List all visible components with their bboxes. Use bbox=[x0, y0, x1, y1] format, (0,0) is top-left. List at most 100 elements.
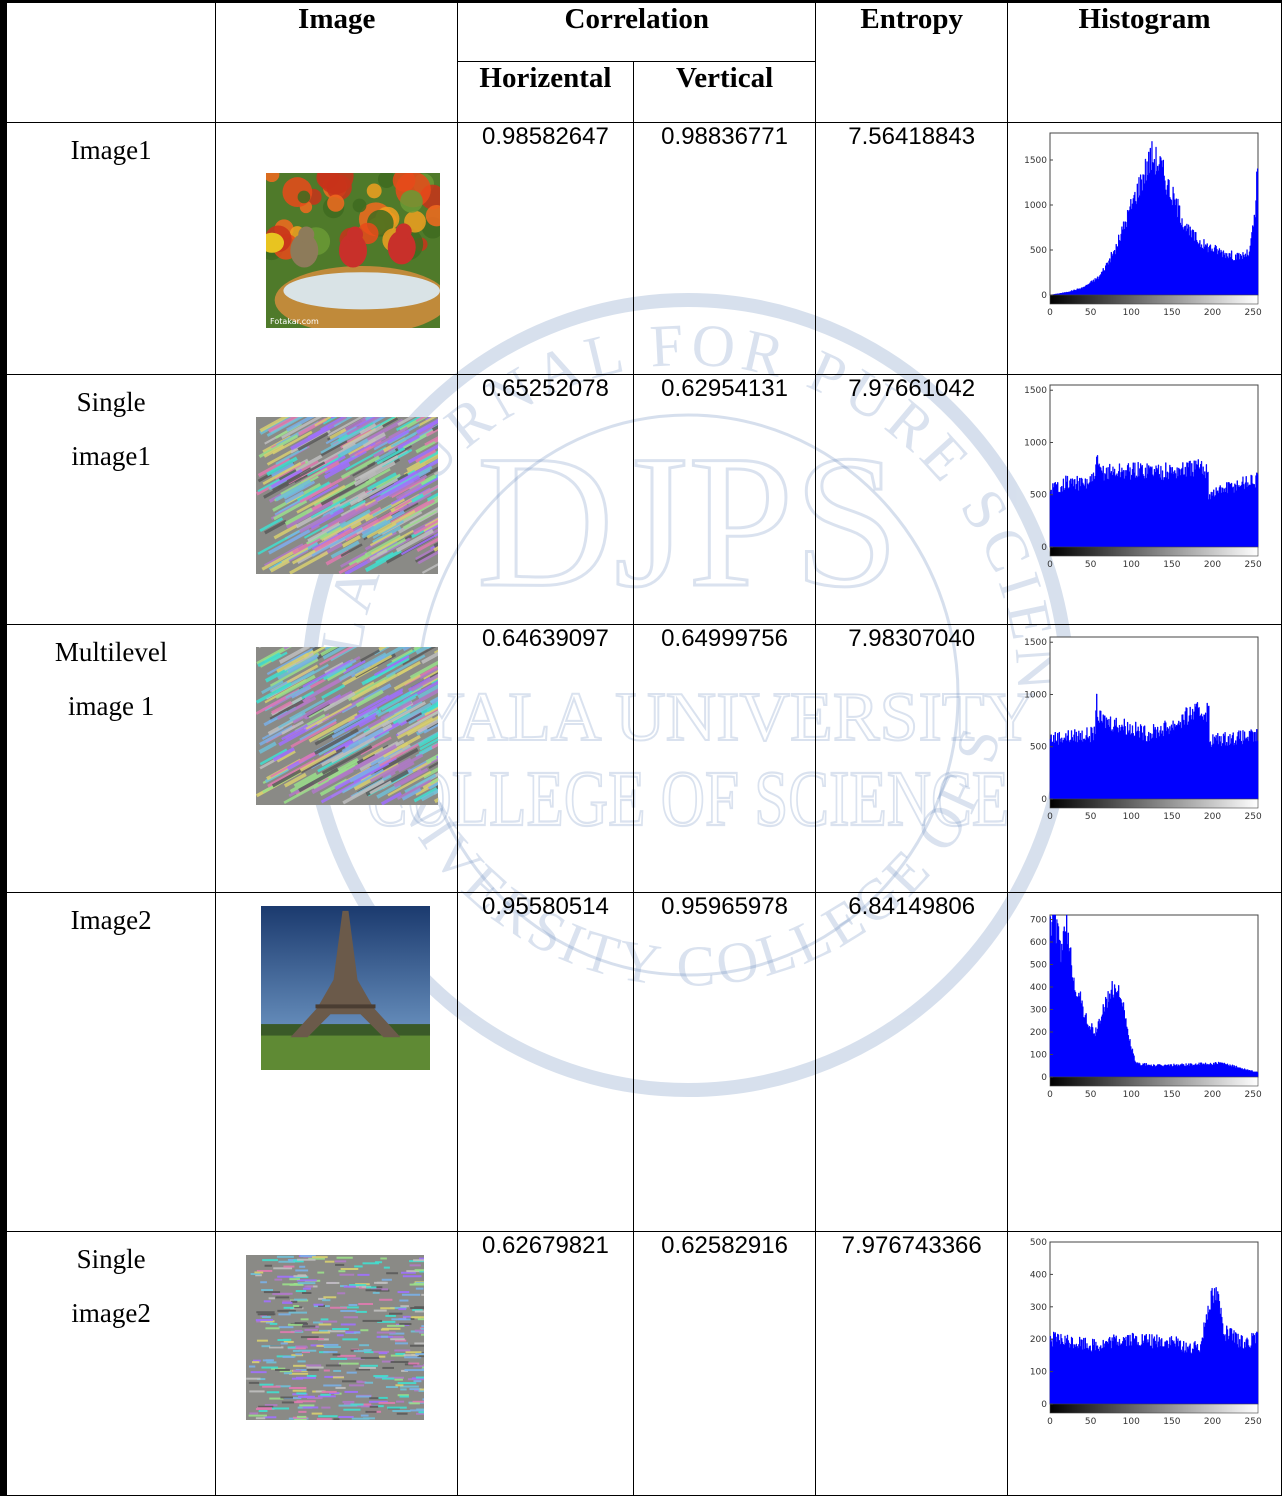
x-tick-label: 200 bbox=[1204, 308, 1221, 318]
y-tick-label: 300 bbox=[1030, 1006, 1047, 1016]
entropy-value: 6.84149806 bbox=[816, 893, 1008, 1232]
scrambled-image-thumbnail bbox=[256, 417, 438, 574]
y-tick-label: 0 bbox=[1041, 291, 1047, 301]
horizontal-correlation-value: 0.64639097 bbox=[458, 625, 634, 893]
thumbnail-cell bbox=[216, 1232, 458, 1496]
header-image: Image bbox=[216, 2, 458, 123]
vertical-correlation-value: 0.95965978 bbox=[633, 893, 816, 1232]
x-tick-label: 200 bbox=[1204, 812, 1221, 822]
row-label-line1: Image2 bbox=[7, 893, 215, 947]
row-label: Single image2 bbox=[4, 1232, 216, 1496]
row-label-line2: image1 bbox=[7, 429, 215, 483]
x-tick-label: 0 bbox=[1047, 812, 1053, 822]
y-tick-label: 700 bbox=[1030, 916, 1047, 926]
y-tick-label: 100 bbox=[1030, 1368, 1047, 1378]
x-tick-label: 200 bbox=[1204, 1417, 1221, 1427]
y-tick-label: 0 bbox=[1041, 1073, 1047, 1083]
x-tick-label: 200 bbox=[1204, 560, 1221, 570]
row-label-line1: Single bbox=[7, 375, 215, 429]
row-label: Image2 bbox=[4, 893, 216, 1232]
entropy-value: 7.97661042 bbox=[816, 375, 1008, 625]
eiffel-tower-photo-thumbnail bbox=[261, 906, 430, 1070]
row-label: Single image1 bbox=[4, 375, 216, 625]
x-tick-label: 100 bbox=[1123, 1417, 1140, 1427]
x-tick-label: 150 bbox=[1163, 1090, 1180, 1100]
y-tick-label: 600 bbox=[1030, 938, 1047, 948]
x-tick-label: 200 bbox=[1204, 1090, 1221, 1100]
row-label-line1: Multilevel bbox=[7, 625, 215, 679]
x-tick-label: 150 bbox=[1163, 560, 1180, 570]
row-label-line2: image2 bbox=[7, 1286, 215, 1340]
y-tick-label: 500 bbox=[1030, 1238, 1047, 1248]
horizontal-correlation-value: 0.62679821 bbox=[458, 1232, 634, 1496]
table-row: Single image2 0.62679821 0.62582916 7.97… bbox=[4, 1232, 1282, 1496]
y-tick-label: 200 bbox=[1030, 1335, 1047, 1345]
thumbnail-cell: Fotakar.com bbox=[216, 123, 458, 375]
entropy-value: 7.56418843 bbox=[816, 123, 1008, 375]
svg-text:Fotakar.com: Fotakar.com bbox=[270, 317, 319, 326]
vertical-correlation-value: 0.64999756 bbox=[633, 625, 816, 893]
y-tick-label: 200 bbox=[1030, 1028, 1047, 1038]
header-correlation: Correlation bbox=[458, 2, 816, 62]
y-tick-label: 1000 bbox=[1024, 438, 1047, 448]
header-blank bbox=[4, 2, 216, 123]
y-tick-label: 300 bbox=[1030, 1303, 1047, 1313]
scrambled-image-thumbnail bbox=[256, 647, 438, 805]
x-tick-label: 250 bbox=[1245, 308, 1262, 318]
x-tick-label: 0 bbox=[1047, 1417, 1053, 1427]
row-label-line2: image 1 bbox=[7, 679, 215, 733]
x-tick-label: 250 bbox=[1245, 812, 1262, 822]
histogram-cell: 0 500 1000 1500 0 50 100 150 200 250 bbox=[1008, 375, 1282, 625]
x-tick-label: 250 bbox=[1245, 560, 1262, 570]
entropy-value: 7.976743366 bbox=[816, 1232, 1008, 1496]
x-tick-label: 100 bbox=[1123, 560, 1140, 570]
x-tick-label: 50 bbox=[1085, 1090, 1097, 1100]
table-row: Single image1 0.65252078 0.62954131 7.97… bbox=[4, 375, 1282, 625]
x-tick-label: 150 bbox=[1163, 1417, 1180, 1427]
row-label-line1: Image1 bbox=[7, 123, 215, 177]
horizontal-correlation-value: 0.65252078 bbox=[458, 375, 634, 625]
y-tick-label: 1500 bbox=[1024, 386, 1047, 396]
vertical-correlation-value: 0.98836771 bbox=[633, 123, 816, 375]
x-tick-label: 250 bbox=[1245, 1090, 1262, 1100]
x-tick-label: 50 bbox=[1085, 812, 1097, 822]
table-row: Image1 Fotakar.com 0.98582647 0.98836771… bbox=[4, 123, 1282, 375]
x-tick-label: 50 bbox=[1085, 560, 1097, 570]
y-tick-label: 500 bbox=[1030, 961, 1047, 971]
vertical-correlation-value: 0.62582916 bbox=[633, 1232, 816, 1496]
header-histogram: Histogram bbox=[1008, 2, 1282, 123]
x-tick-label: 0 bbox=[1047, 560, 1053, 570]
y-tick-label: 0 bbox=[1041, 543, 1047, 553]
entropy-value: 7.98307040 bbox=[816, 625, 1008, 893]
y-tick-label: 1500 bbox=[1024, 156, 1047, 166]
y-tick-label: 400 bbox=[1030, 983, 1047, 993]
header-vertical: Vertical bbox=[633, 62, 816, 123]
scrambled-image-thumbnail bbox=[246, 1255, 424, 1420]
x-tick-label: 100 bbox=[1123, 1090, 1140, 1100]
header-entropy: Entropy bbox=[816, 2, 1008, 123]
row-label-line1: Single bbox=[7, 1232, 215, 1286]
y-tick-label: 0 bbox=[1041, 1400, 1047, 1410]
x-tick-label: 250 bbox=[1245, 1417, 1262, 1427]
x-tick-label: 50 bbox=[1085, 308, 1097, 318]
y-tick-label: 0 bbox=[1041, 795, 1047, 805]
bird-photo-thumbnail: Fotakar.com bbox=[266, 173, 440, 328]
x-tick-label: 100 bbox=[1123, 812, 1140, 822]
x-tick-label: 0 bbox=[1047, 308, 1053, 318]
y-tick-label: 100 bbox=[1030, 1051, 1047, 1061]
y-tick-label: 1000 bbox=[1024, 201, 1047, 211]
table-row: Multilevel image 1 0.64639097 0.64999756… bbox=[4, 625, 1282, 893]
y-tick-label: 500 bbox=[1030, 491, 1047, 501]
histogram-chart: 0 500 1000 1500 0 50 100 150 200 250 bbox=[1024, 377, 1264, 577]
row-label: Multilevel image 1 bbox=[4, 625, 216, 893]
vertical-correlation-value: 0.62954131 bbox=[633, 375, 816, 625]
